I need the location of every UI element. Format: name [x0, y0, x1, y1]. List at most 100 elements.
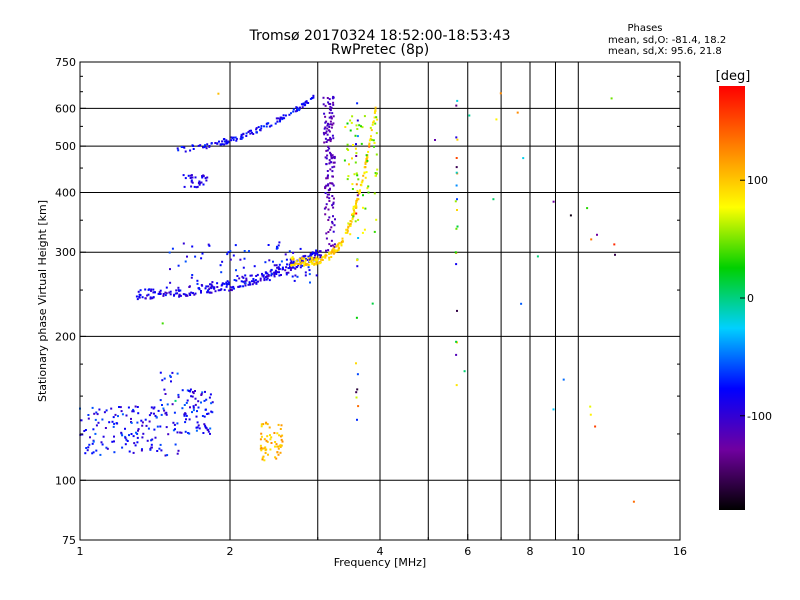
echo-point [268, 259, 271, 262]
echo-point [185, 401, 188, 404]
echo-point [240, 134, 243, 137]
echo-point [263, 447, 266, 450]
echo-point [209, 432, 211, 435]
echo-point [200, 257, 203, 260]
echo-point [320, 254, 322, 257]
echo-point [239, 285, 242, 288]
echo-point [311, 261, 314, 264]
echo-point [325, 163, 328, 166]
echo-point [199, 144, 202, 147]
x-tick-label: 1 [77, 545, 84, 558]
echo-point [171, 403, 174, 406]
echo-point [260, 127, 263, 130]
echo-point [314, 262, 317, 265]
echo-point [92, 428, 95, 431]
echo-point [356, 418, 358, 421]
echo-point [330, 157, 333, 160]
echo-point [135, 431, 137, 434]
echo-point [194, 292, 197, 295]
echo-point [210, 291, 213, 294]
echo-point [359, 191, 361, 194]
echo-point [455, 171, 458, 174]
echo-point [172, 429, 175, 432]
echo-point [455, 384, 458, 387]
echo-point [211, 411, 214, 414]
echo-point [242, 280, 245, 283]
echo-point [330, 106, 333, 109]
echo-point [292, 260, 295, 263]
echo-point [201, 176, 204, 179]
echo-point [311, 257, 313, 260]
echo-point [314, 254, 316, 257]
echo-point [333, 246, 336, 249]
echo-point [137, 429, 139, 432]
echo-point [322, 96, 325, 99]
echo-point [340, 242, 343, 245]
echo-point [208, 145, 211, 147]
echo-point [189, 406, 191, 409]
echo-point [152, 407, 155, 410]
echo-point [190, 179, 193, 182]
echo-point [354, 161, 357, 164]
echo-point [281, 268, 284, 271]
echo-point [325, 249, 327, 252]
echo-point [132, 451, 135, 454]
echo-point [324, 187, 327, 190]
echo-point [287, 271, 290, 274]
echo-point [351, 115, 354, 118]
echo-point [369, 126, 372, 129]
echo-point [354, 205, 357, 208]
echo-point [331, 97, 334, 100]
echo-point [255, 131, 258, 134]
echo-point [349, 220, 352, 222]
echo-point [219, 289, 222, 292]
echo-point [186, 294, 189, 297]
echo-point [177, 286, 180, 289]
echo-point [192, 409, 195, 412]
echo-point [149, 448, 152, 451]
echo-point [308, 260, 311, 263]
echo-point [303, 257, 306, 260]
echo-point [244, 282, 247, 285]
echo-point [200, 290, 202, 292]
echo-point [228, 289, 231, 292]
echo-point [367, 185, 370, 188]
echo-point [333, 224, 336, 227]
echo-point [332, 197, 335, 200]
echo-point [373, 116, 376, 119]
echo-point [328, 159, 331, 162]
echo-point [200, 401, 202, 404]
echo-point [352, 205, 355, 208]
echo-point [176, 431, 179, 434]
echo-point [216, 286, 219, 288]
echo-point [328, 111, 331, 114]
echo-point [220, 284, 223, 287]
echo-point [265, 439, 268, 442]
echo-point [273, 271, 276, 274]
y-axis: 75 100 200 300 400 500 600 750 [55, 56, 680, 547]
echo-point [83, 430, 86, 432]
echo-point [225, 285, 228, 288]
echo-point [330, 138, 332, 141]
echo-point [189, 177, 192, 179]
echo-point [235, 137, 238, 140]
echo-point [367, 191, 370, 194]
echo-point [150, 288, 153, 291]
echo-point [96, 413, 99, 416]
echo-point [360, 125, 362, 128]
echo-point [356, 259, 359, 262]
echo-point [330, 226, 333, 229]
echo-point [177, 449, 180, 452]
echo-point [265, 125, 268, 128]
echo-point [146, 294, 149, 297]
echo-point [92, 451, 95, 454]
echo-point [301, 258, 304, 260]
echo-point [277, 423, 280, 426]
echo-point [240, 136, 243, 138]
echo-point [219, 143, 222, 146]
echo-point [327, 122, 329, 125]
echo-point [307, 257, 310, 260]
echo-point [100, 441, 103, 444]
echo-point [368, 145, 371, 148]
echo-point [84, 429, 87, 431]
